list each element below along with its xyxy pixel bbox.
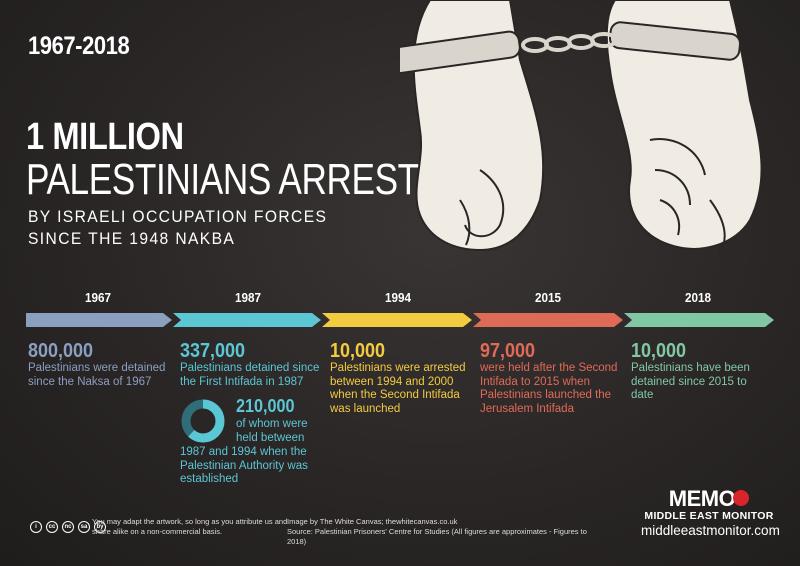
timeline-segment-1987 xyxy=(173,313,321,327)
creative-commons-icons: i cc nc sa by xyxy=(30,521,106,533)
source-credit: Source: Palestinian Prisoners' Centre fo… xyxy=(287,527,587,546)
credits: Image by The White Canvas; thewhitecanva… xyxy=(287,517,587,547)
stat-2015-number: 97,000 xyxy=(480,340,536,362)
memo-word: MEMO xyxy=(668,486,736,511)
sub-stat-text-b: 1987 and 1994 when the Palestinian Autho… xyxy=(180,446,308,485)
cc-nc-icon: nc xyxy=(62,521,74,533)
donut-value-arc xyxy=(181,399,225,443)
stat-1967-text: Palestinians were detained since the Nak… xyxy=(28,362,166,388)
year-2015: 2015 xyxy=(534,290,562,305)
stat-1987-number: 337,000 xyxy=(180,340,246,362)
stat-1994-number: 10,000 xyxy=(330,340,386,362)
memo-wordmark: MEMO xyxy=(641,488,777,510)
stat-1987-text: Palestinians detained since the First In… xyxy=(180,362,320,388)
image-credit: Image by The White Canvas; thewhitecanva… xyxy=(287,517,458,526)
cc-sa-icon: sa xyxy=(78,521,90,533)
year-2018: 2018 xyxy=(684,290,712,305)
stat-1994-text: Palestinians were arrested between 1994 … xyxy=(330,362,466,415)
memo-name: MIDDLE EAST MONITOR xyxy=(644,510,774,522)
headline-count: 1 MILLION xyxy=(26,116,184,158)
cc-icon: i xyxy=(30,521,42,533)
license-text: You may adapt the artwork, so long as yo… xyxy=(92,517,288,536)
cc-by-icon: by xyxy=(94,521,106,533)
stat-2015-text: were held after the Second Intifada to 2… xyxy=(480,362,618,415)
stat-1967-number: 800,000 xyxy=(28,340,94,362)
headline-subject: PALESTINIANS ARRESTED xyxy=(26,155,467,204)
memo-url: middleeastmonitor.com xyxy=(641,523,780,538)
year-1994: 1994 xyxy=(384,290,412,305)
subline-forces: BY ISRAELI OCCUPATION FORCES xyxy=(28,207,328,226)
donut-chart xyxy=(181,399,225,443)
handcuffed-hands-illustration xyxy=(400,0,763,256)
stat-2018-text: Palestinians have been detained since 20… xyxy=(631,362,750,401)
timeline-segment-2015 xyxy=(473,313,623,327)
sub-stat-number: 210,000 xyxy=(236,396,295,416)
memo-logo: MEMO MIDDLE EAST MONITOR middleeastmonit… xyxy=(641,488,780,539)
timeline-segment-1967 xyxy=(26,313,172,327)
date-range: 1967-2018 xyxy=(28,32,130,60)
year-1967: 1967 xyxy=(84,290,112,305)
timeline-segment-1994 xyxy=(322,313,472,327)
stat-2018-number: 10,000 xyxy=(631,340,687,362)
timeline-segment-2018 xyxy=(624,313,774,327)
sub-stat-text-a: of whom were held between xyxy=(236,418,308,444)
cc-logo-icon: cc xyxy=(46,521,58,533)
year-1987: 1987 xyxy=(234,290,262,305)
memo-red-dot-icon xyxy=(733,490,750,507)
subline-nakba: SINCE THE 1948 NAKBA xyxy=(28,229,236,248)
